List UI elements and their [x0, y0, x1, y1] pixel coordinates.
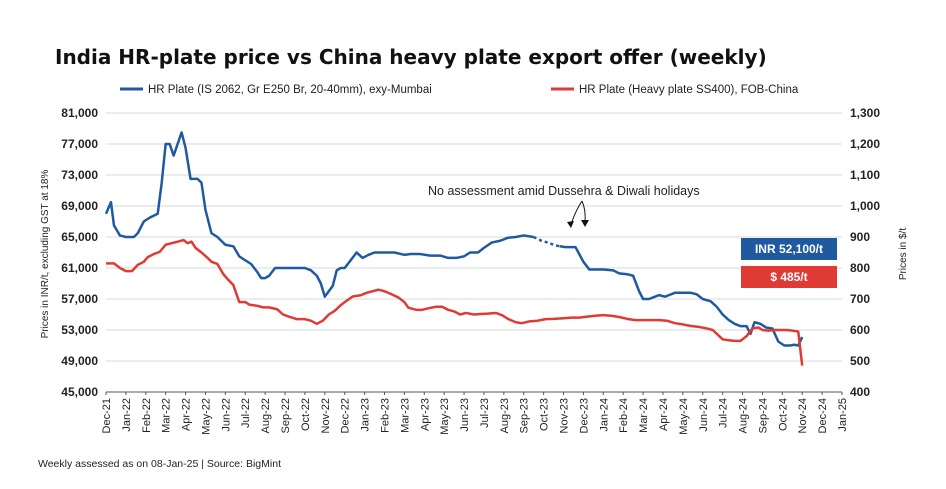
x-tick-label: Jul-24 — [718, 398, 730, 428]
x-tick-label: Sep-22 — [280, 398, 292, 433]
x-tick-label: Oct-22 — [300, 398, 312, 431]
callout-india-text: INR 52,100/t — [755, 242, 823, 256]
y-left-tick-label: 61,000 — [61, 261, 98, 275]
y-left-tick-label: 77,000 — [61, 137, 98, 151]
arrowhead-left — [567, 221, 574, 228]
y-right-tick-label: 400 — [850, 385, 870, 399]
x-tick-label: Mar-24 — [638, 398, 650, 433]
chart-title: India HR-plate price vs China heavy plat… — [55, 45, 767, 69]
x-tick-label: Oct-23 — [539, 398, 551, 431]
x-tick-label: Aug-24 — [738, 398, 750, 433]
x-tick-label: Jun-24 — [698, 398, 710, 432]
y-right-tick-label: 1,200 — [850, 137, 880, 151]
x-tick-label: Sep-24 — [757, 398, 769, 433]
y-left-tick-label: 57,000 — [61, 292, 98, 306]
x-tick-label: May-23 — [439, 398, 451, 435]
x-tick-label: Jan-24 — [598, 398, 610, 432]
x-tick-label: Sep-23 — [519, 398, 531, 433]
y-left-tick-label: 45,000 — [61, 385, 98, 399]
arrow-right — [581, 200, 586, 223]
x-tick-label: Oct-24 — [777, 398, 789, 431]
y-left-tick-label: 69,000 — [61, 199, 98, 213]
right-axis-title: Prices in $/t — [898, 228, 909, 280]
arrow-left — [570, 200, 583, 225]
callout-china-box — [741, 266, 837, 288]
gap-annotation: No assessment amid Dussehra & Diwali hol… — [428, 184, 700, 198]
x-tick-label: Dec-24 — [817, 398, 829, 433]
y-right-tick-label: 900 — [850, 230, 870, 244]
legend-label-china: HR Plate (Heavy plate SS400), FOB-China — [579, 84, 799, 96]
x-tick-label: Aug-22 — [260, 398, 272, 433]
x-tick-label: May-22 — [200, 398, 212, 435]
gap-arrows — [567, 200, 589, 228]
y-left-tick-label: 53,000 — [61, 323, 98, 337]
y-right-tick-label: 500 — [850, 354, 870, 368]
x-tick-label: Jan-22 — [121, 398, 133, 432]
x-tick-label: Mar-23 — [399, 398, 411, 433]
x-tick-label: Apr-22 — [181, 398, 193, 431]
gridlines — [106, 112, 842, 393]
x-tick-label: Jan-23 — [360, 398, 372, 432]
x-tick-label: Apr-23 — [419, 398, 431, 431]
x-tick-label: Nov-23 — [559, 398, 571, 433]
callout-india: INR 52,100/t — [741, 238, 837, 260]
series-line-china — [106, 238, 804, 366]
callout-china: $ 485/t — [741, 266, 837, 288]
x-tick-label: Jul-22 — [240, 398, 252, 428]
x-tick-label: Dec-21 — [101, 398, 113, 433]
y-left-tick-label: 65,000 — [61, 230, 98, 244]
x-tick-label: Jul-23 — [479, 398, 491, 428]
footer-source: Weekly assessed as on 08-Jan-25 | Source… — [38, 458, 281, 470]
left-axis-title: Prices in INR/t, excluding GST at 18% — [40, 170, 51, 339]
x-tick-label: Dec-23 — [578, 398, 590, 433]
y-right-tick-label: 1,300 — [850, 106, 880, 120]
x-tick-label: Jan-25 — [837, 398, 849, 432]
callout-india-box — [741, 238, 837, 260]
x-tick-label: Aug-23 — [499, 398, 511, 433]
series-lines — [104, 131, 804, 366]
y-right-tick-label: 1,100 — [850, 168, 880, 182]
x-tick-label: Feb-22 — [141, 398, 153, 433]
x-tick-label: Jun-22 — [220, 398, 232, 432]
arrowhead-right — [581, 220, 589, 227]
series-line-india — [559, 245, 804, 347]
x-tick-label: Dec-22 — [340, 398, 352, 433]
axis-ticks: 45,000 400 49,000 500 53,000 600 57,000 700 61,0… — [61, 106, 880, 435]
series-line-india-gap — [533, 235, 560, 248]
callout-china-text: $ 485/t — [770, 270, 807, 284]
x-tick-label: Jun-23 — [459, 398, 471, 432]
x-tick-label: Apr-24 — [658, 398, 670, 431]
y-right-tick-label: 700 — [850, 292, 870, 306]
legend-label-india: HR Plate (IS 2062, Gr E250 Br, 20-40mm),… — [148, 84, 432, 96]
series-line-india — [104, 131, 534, 298]
y-right-tick-label: 1,000 — [850, 199, 880, 213]
x-tick-label: Nov-24 — [797, 398, 809, 433]
y-right-tick-label: 600 — [850, 323, 870, 337]
y-right-tick-label: 800 — [850, 261, 870, 275]
y-left-tick-label: 73,000 — [61, 168, 98, 182]
x-tick-label: Mar-22 — [161, 398, 173, 433]
legend: HR Plate (IS 2062, Gr E250 Br, 20-40mm),… — [120, 84, 799, 96]
x-tick-label: Feb-23 — [379, 398, 391, 433]
x-tick-label: May-24 — [678, 398, 690, 435]
x-tick-label: Feb-24 — [618, 398, 630, 433]
y-left-tick-label: 49,000 — [61, 354, 98, 368]
y-left-tick-label: 81,000 — [61, 106, 98, 120]
x-tick-label: Nov-22 — [320, 398, 332, 433]
